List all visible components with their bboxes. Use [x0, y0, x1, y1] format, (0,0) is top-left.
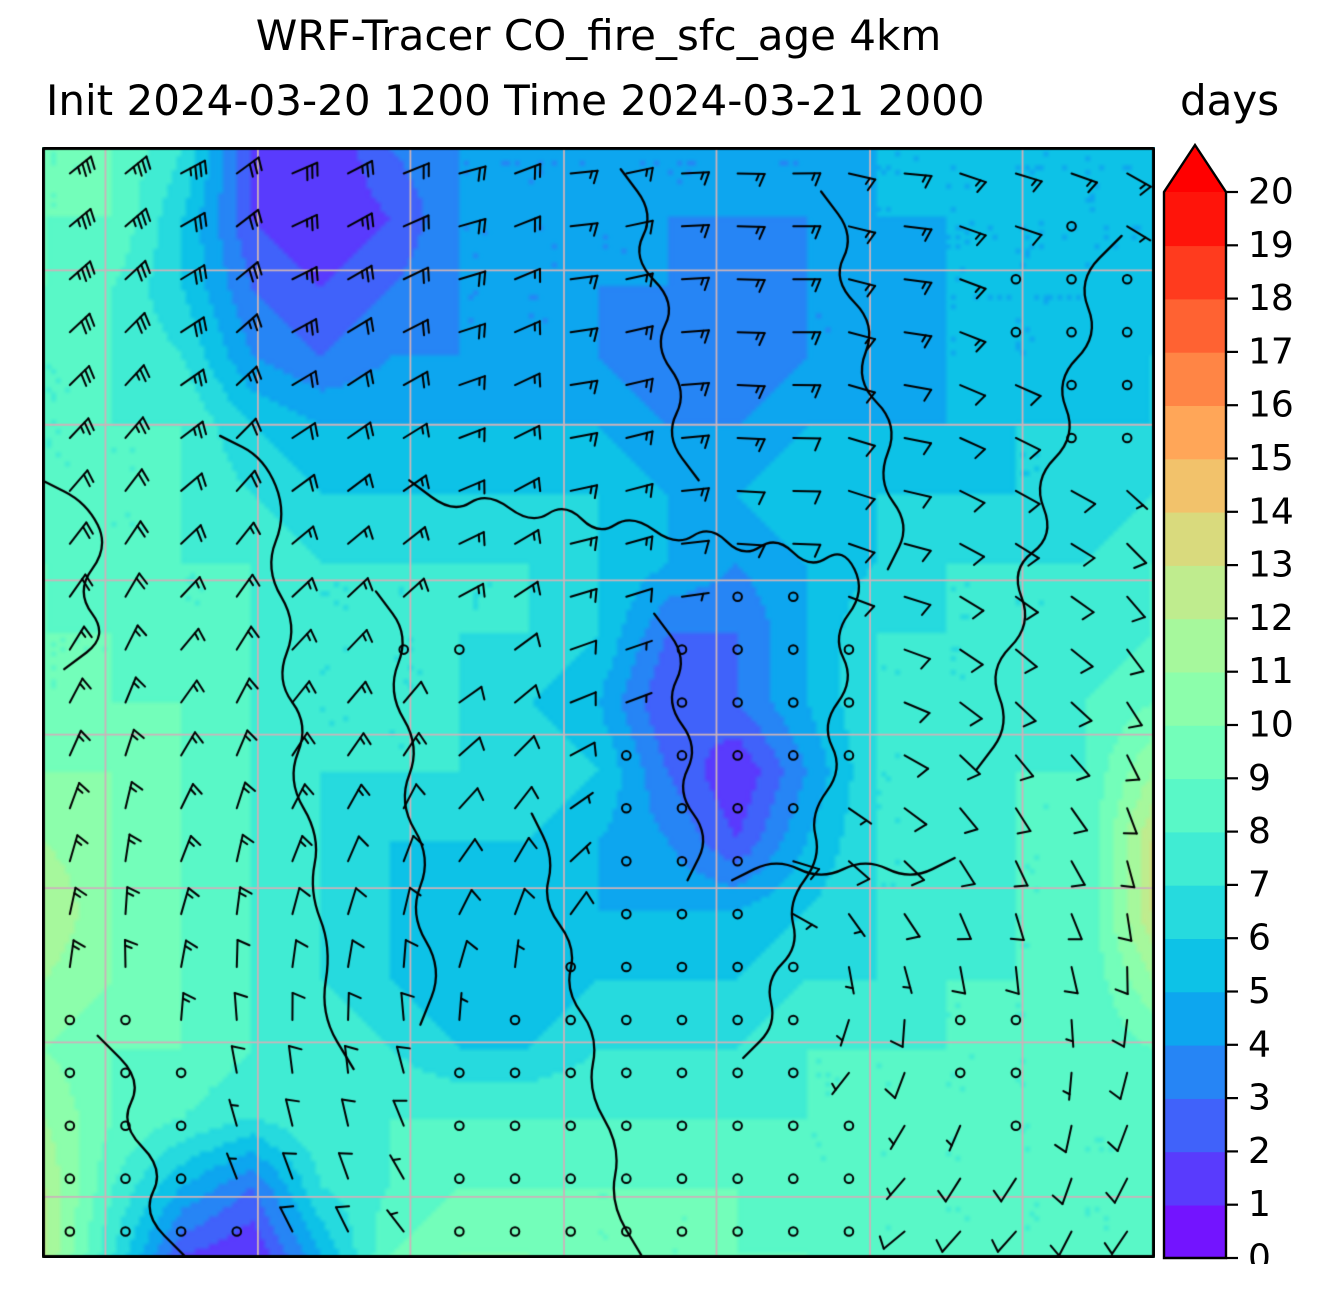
colorbar-tick-label: 14	[1248, 491, 1294, 532]
colorbar-band	[1164, 831, 1226, 886]
colorbar-band	[1164, 1098, 1226, 1153]
colorbar-tick-label: 18	[1248, 278, 1294, 319]
figure-subtitle: Init 2024-03-20 1200 Time 2024-03-21 200…	[46, 76, 985, 125]
colorbar-band	[1164, 1204, 1226, 1259]
colorbar-band	[1164, 192, 1226, 247]
colorbar-tick-label: 19	[1248, 225, 1294, 266]
colorbar-tick-label: 20	[1248, 172, 1294, 213]
colorbar-over-arrow	[1164, 145, 1226, 192]
colorbar-band	[1164, 938, 1226, 993]
colorbar-tick-label: 10	[1248, 705, 1294, 746]
colorbar-tick-label: 7	[1248, 864, 1271, 905]
colorbar-tick-label: 16	[1248, 385, 1294, 426]
colorbar-band	[1164, 405, 1226, 460]
colorbar-band	[1164, 458, 1226, 513]
figure-title: WRF-Tracer CO_fire_sfc_age 4km	[255, 11, 942, 60]
colorbar-outline	[1162, 142, 1228, 1260]
colorbar-tick-label: 11	[1248, 651, 1294, 692]
colorbar-tick-label: 1	[1248, 1184, 1271, 1225]
colorbar-tick-label: 3	[1248, 1078, 1271, 1119]
colorbar-band	[1164, 884, 1226, 939]
colorbar-tick-label: 9	[1248, 758, 1271, 799]
colorbar-tick-label: 5	[1248, 971, 1271, 1012]
colorbar-tick-label: 4	[1248, 1024, 1271, 1065]
colorbar-band	[1164, 778, 1226, 833]
colorbar-band	[1164, 298, 1226, 353]
colorbar-band	[1164, 1044, 1226, 1099]
colorbar-units-label: days	[1180, 76, 1280, 125]
colorbar-band	[1164, 245, 1226, 300]
colorbar-tick-label: 13	[1248, 545, 1294, 586]
colorbar-tick-label: 17	[1248, 331, 1294, 372]
colorbar-band	[1164, 725, 1226, 780]
colorbar-band	[1164, 511, 1226, 566]
colorbar-tick-label: 12	[1248, 598, 1294, 639]
colorbar-tick-label: 0	[1248, 1238, 1271, 1265]
colorbar-band	[1164, 618, 1226, 673]
colorbar-tick-label: 6	[1248, 918, 1271, 959]
colorbar-tick-label: 2	[1248, 1131, 1271, 1172]
map-canvas	[42, 147, 1155, 1258]
colorbar-tick-label: 15	[1248, 438, 1294, 479]
colorbar-band	[1164, 991, 1226, 1046]
colorbar-band	[1164, 1151, 1226, 1206]
colorbar-band	[1164, 351, 1226, 406]
colorbar-tick-label: 8	[1248, 811, 1271, 852]
colorbar-band	[1164, 671, 1226, 726]
colorbar-band	[1164, 565, 1226, 620]
